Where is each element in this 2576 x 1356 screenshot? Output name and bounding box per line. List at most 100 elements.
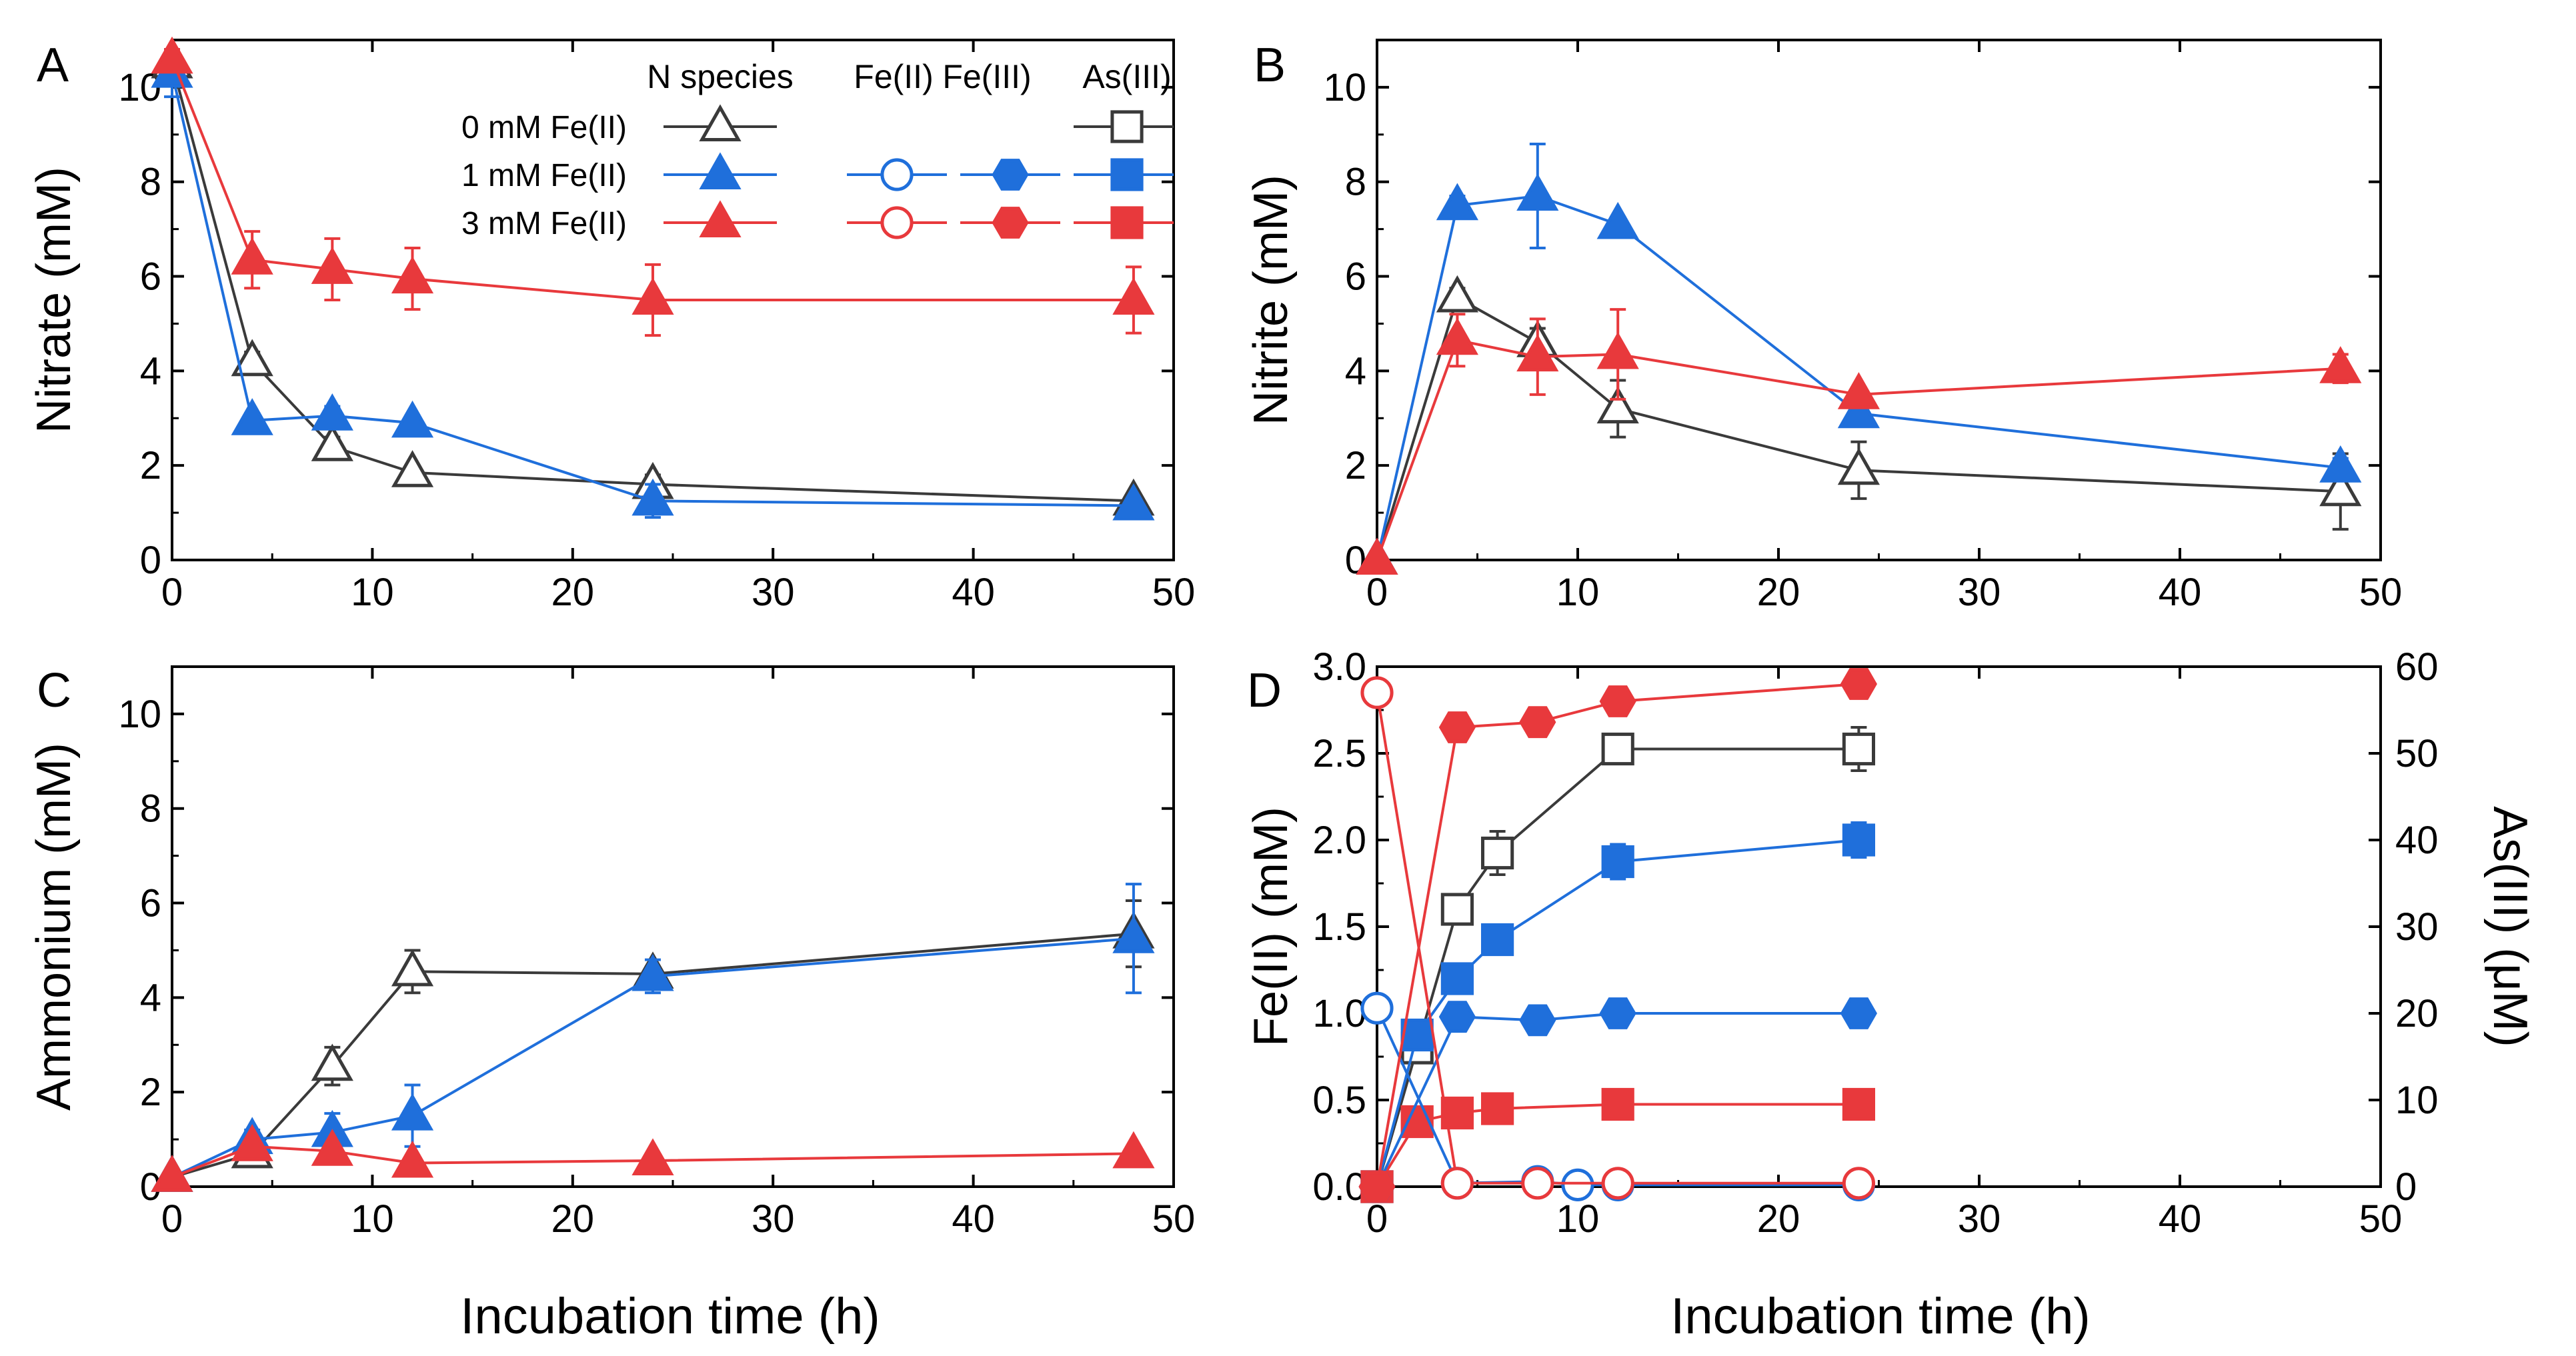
- x-axis-label-left: Incubation time (h): [460, 1288, 880, 1345]
- panel-letter: C: [37, 664, 71, 717]
- x-tick-label: 20: [1757, 1197, 1800, 1241]
- data-point: [1842, 1087, 1876, 1121]
- x-tick-label: 20: [551, 1197, 595, 1241]
- data-point: [1436, 317, 1478, 355]
- data-point: [631, 478, 674, 516]
- x-tick-label: 20: [1757, 571, 1800, 614]
- x-tick-label: 0: [1366, 1197, 1388, 1241]
- legend: N species Fe(II) Fe(III) As(III) 0 mM Fe(II)…: [461, 58, 1174, 241]
- data-point: [1519, 1004, 1556, 1037]
- data-point: [311, 1043, 353, 1081]
- series: [1360, 1087, 1876, 1203]
- series-line: [1376, 338, 2341, 561]
- legend-row-label: 0 mM Fe(II): [461, 110, 627, 145]
- data-point: [1837, 447, 1880, 485]
- legend-marker: [1110, 206, 1144, 239]
- data-point: [1438, 1001, 1476, 1033]
- x-tick-label: 40: [952, 571, 995, 614]
- y-tick-label: 10: [1323, 66, 1366, 109]
- data-point: [1561, 1168, 1594, 1202]
- data-point: [1481, 923, 1514, 957]
- legend-marker: [1110, 158, 1144, 191]
- y-axis-label: Nitrite (mM): [1244, 175, 1298, 425]
- series-line: [171, 73, 1134, 507]
- legend-marker: [699, 200, 742, 237]
- data-point: [1519, 706, 1556, 739]
- data-point: [391, 256, 434, 294]
- y-axis-label: Fe(II) (mM): [1244, 807, 1298, 1047]
- data-point: [311, 247, 353, 284]
- data-point: [391, 949, 434, 987]
- panel-letter: A: [37, 39, 69, 92]
- y-tick-label: 8: [140, 787, 161, 831]
- y-tick-label: 0.0: [1312, 1165, 1366, 1209]
- data-point: [1601, 1087, 1634, 1121]
- y-tick-label: 10: [118, 693, 161, 736]
- series: [1356, 308, 2362, 575]
- legend-marker: [880, 206, 914, 239]
- series-line: [1376, 747, 1859, 1187]
- x-tick-label: 30: [1958, 1197, 2001, 1241]
- x-tick-label: 20: [551, 571, 595, 614]
- y-tick-label: 6: [140, 882, 161, 925]
- y-right-tick-label: 0: [2395, 1165, 2417, 1209]
- series-line: [1376, 194, 2341, 561]
- x-tick-label: 30: [1958, 571, 2001, 614]
- legend-header: Fe(III): [942, 58, 1031, 95]
- plot-frame: [171, 665, 1175, 1188]
- y-axis-label: Ammonium (mM): [27, 743, 81, 1111]
- y-tick-label: 1.0: [1312, 992, 1366, 1035]
- series: [151, 48, 1155, 521]
- y-right-axis-label: As(III) (μM): [2483, 806, 2537, 1047]
- data-point: [1440, 962, 1474, 995]
- y-tick-label: 8: [1345, 161, 1366, 204]
- series: [1356, 143, 2362, 575]
- data-point: [1360, 676, 1394, 709]
- x-tick-label: 0: [161, 1197, 183, 1241]
- y-right-tick-label: 10: [2395, 1079, 2439, 1122]
- data-point: [1436, 183, 1478, 221]
- data-point: [2319, 469, 2362, 507]
- x-axis-label-right: Incubation time (h): [1670, 1288, 2090, 1345]
- series: [151, 1124, 1155, 1192]
- data-point: [391, 450, 434, 487]
- x-tick-label: 0: [1366, 571, 1388, 614]
- x-tick-label: 30: [752, 1197, 795, 1241]
- legend-row-label: 1 mM Fe(II): [461, 158, 627, 193]
- data-point: [231, 339, 273, 377]
- data-point: [1440, 1096, 1474, 1130]
- x-tick-label: 40: [952, 1197, 995, 1241]
- y-right-tick-label: 40: [2395, 819, 2439, 862]
- y-tick-label: 3.0: [1312, 645, 1366, 689]
- legend-marker: [1110, 110, 1144, 143]
- x-tick-label: 10: [1556, 571, 1600, 614]
- x-tick-label: 50: [2359, 571, 2403, 614]
- x-tick-label: 50: [1152, 1197, 1196, 1241]
- data-point: [631, 953, 674, 991]
- data-point: [1837, 391, 1880, 429]
- legend-header: N species: [647, 58, 794, 95]
- y-tick-label: 2.5: [1312, 732, 1366, 775]
- data-point: [1601, 845, 1634, 879]
- data-point: [1842, 1167, 1875, 1200]
- series-line: [1376, 839, 1859, 1187]
- y-tick-label: 4: [140, 976, 161, 1019]
- x-tick-label: 30: [752, 571, 795, 614]
- data-point: [311, 393, 353, 431]
- x-tick-label: 10: [351, 571, 394, 614]
- data-point: [1481, 1092, 1514, 1125]
- series-line: [171, 58, 1134, 301]
- data-point: [391, 400, 434, 438]
- data-point: [1516, 334, 1559, 372]
- data-point: [1112, 483, 1155, 521]
- y-tick-label: 2: [140, 1071, 161, 1114]
- x-tick-label: 40: [2159, 1197, 2202, 1241]
- series: [1360, 676, 1875, 1200]
- y-tick-label: 1.5: [1312, 905, 1366, 949]
- data-point: [1112, 1131, 1155, 1169]
- data-point: [311, 1129, 353, 1166]
- y-tick-label: 8: [140, 161, 161, 204]
- y-tick-label: 0: [140, 539, 161, 582]
- plot-frame: [1376, 39, 2382, 561]
